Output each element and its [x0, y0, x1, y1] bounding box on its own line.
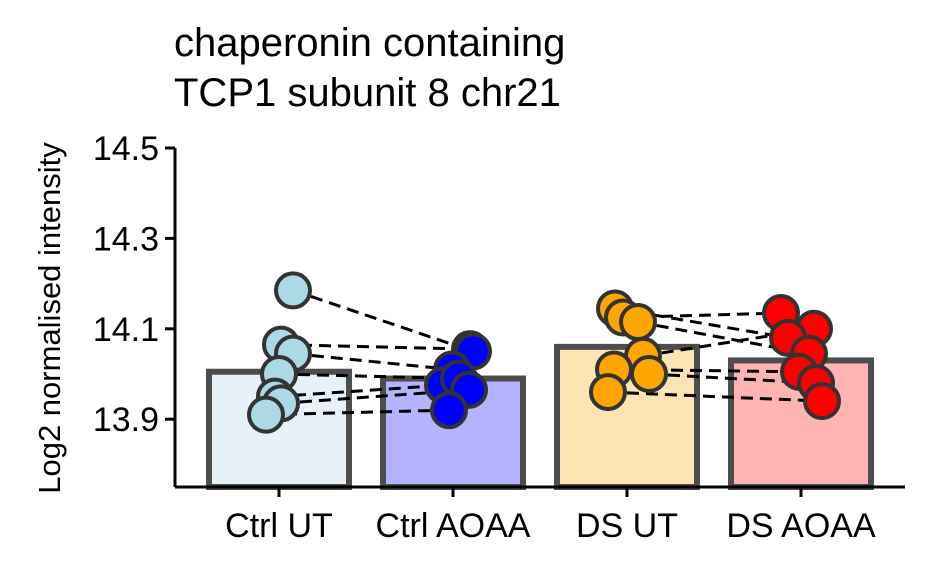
point-ctrl-aoaa-6 [430, 391, 468, 430]
pair-line-13 [607, 390, 823, 403]
point-ctrl-ut-0 [274, 271, 312, 310]
bars-layer [206, 343, 874, 490]
x-tick-label-1: Ctrl AOAA [376, 507, 531, 545]
y-tick-label-2: 14.3 [93, 220, 159, 258]
x-tick-label-3: DS AOAA [726, 507, 876, 545]
pair-line-1 [280, 343, 471, 351]
point-ds-ut-5 [630, 355, 668, 393]
pair-line-3 [278, 372, 460, 381]
y-tick-label-3: 14.5 [93, 130, 159, 168]
chart-title: chaperonin containing TCP1 subunit 8 chr… [174, 18, 565, 118]
chart-title-line-2: TCP1 subunit 8 chr21 [174, 71, 561, 115]
chart-title-line-1: chaperonin containing [174, 21, 566, 65]
point-ds-ut-6 [589, 373, 627, 412]
y-tick-label-1: 14.1 [93, 311, 159, 349]
pair-line-4 [274, 383, 444, 399]
axes-layer: 13.9 14.1 14.3 14.5 Ctrl UT Ctrl AOAA DS UT DS … [93, 130, 905, 545]
y-tick-label-0: 13.9 [93, 401, 159, 439]
x-tick-label-0: Ctrl UT [225, 507, 333, 545]
pair-line-2 [292, 352, 453, 371]
point-ds-aoaa-6 [803, 382, 841, 421]
pair-line-0 [292, 288, 474, 353]
x-tick-label-2: DS UT [576, 507, 678, 545]
points-layer [247, 271, 841, 434]
point-ds-ut-2 [619, 303, 657, 342]
point-ctrl-ut-6 [247, 395, 285, 434]
